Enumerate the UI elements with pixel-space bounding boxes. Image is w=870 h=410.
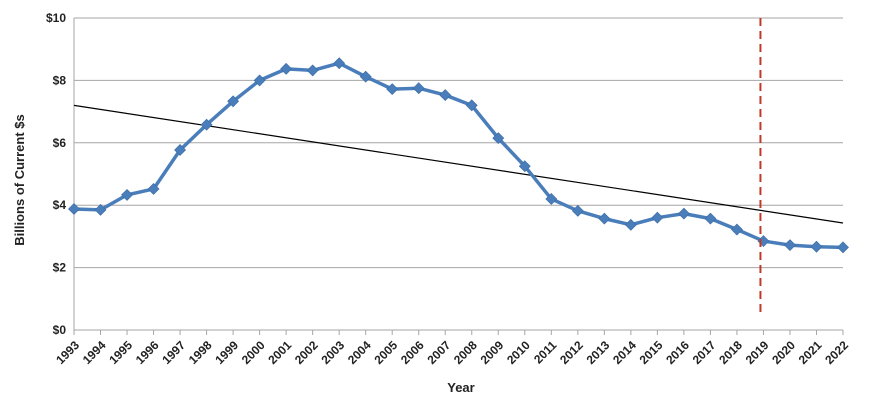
data-point [465,99,478,112]
x-tick-label: 1997 [159,338,188,367]
x-tick-label: 2004 [345,338,374,367]
x-tick-label: 1993 [53,338,82,367]
y-tick-label: $0 [53,323,67,337]
y-tick-label: $6 [53,136,67,150]
x-tick-label: 2015 [637,338,666,367]
data-point [784,239,796,252]
data-point [333,57,346,70]
data-point [677,207,690,220]
y-tick-label: $10 [46,11,66,25]
data-point [571,204,584,217]
x-tick-label: 2013 [584,338,613,367]
x-tick-label: 2014 [610,338,639,367]
x-tick-label: 2009 [478,338,507,367]
data-point [704,212,717,225]
y-tick-label: $4 [53,198,67,212]
x-tick-label: 2003 [318,338,347,367]
y-tick-label: $8 [53,73,67,87]
y-tick-label: $2 [53,261,67,275]
data-point [359,70,372,83]
data-point [651,211,664,224]
data-point [412,82,425,95]
data-point [227,95,240,108]
data-point [68,203,80,215]
x-tick-label: 1999 [212,338,241,367]
x-tick-label: 2002 [292,338,321,367]
data-point [174,144,186,156]
data-point [439,89,452,101]
data-point [598,212,611,225]
data-point [624,218,637,231]
x-tick-label: 2021 [796,338,825,367]
data-point [94,203,107,216]
x-tick-label: 2000 [239,338,268,367]
x-tick-label: 2007 [425,338,454,367]
data-point [731,223,743,236]
x-tick-label: 2006 [398,338,427,367]
data-point [386,83,399,96]
x-tick-label: 1994 [80,338,109,367]
data-point [518,160,531,173]
grid-lines [74,17,843,331]
x-tick-label: 2012 [557,338,586,367]
x-tick-label: 2020 [769,338,798,367]
data-point [837,241,849,254]
x-tick-label: 1996 [133,338,162,367]
x-tick-label: 2011 [531,338,560,367]
data-point [810,240,823,253]
x-tick-label: 1995 [106,338,135,367]
data-point [200,118,213,131]
data-point [492,132,505,145]
data-point [545,193,558,205]
data-point [121,188,133,201]
x-tick-label: 2018 [716,338,745,367]
x-tick-label: 2017 [690,338,719,367]
x-tick-label: 2019 [743,338,772,367]
data-point [147,183,160,195]
y-axis-title: Billions of Current $s [12,114,27,245]
data-point [253,74,266,87]
axes: $0 $2 $4 $6 $8 $10 199319941995199619971998199… [46,11,851,367]
x-tick-label: 2022 [822,338,851,367]
x-tick-label: 2016 [663,338,692,367]
series-line [72,61,845,250]
x-axis-title: Year [447,380,474,395]
x-tick-label: 2008 [451,338,480,367]
x-tick-label: 1998 [186,338,215,367]
x-tick-label: 2001 [265,338,294,367]
x-tick-label: 2005 [371,338,400,367]
data-point [280,62,293,75]
series-layer [68,57,849,254]
data-point [306,64,319,77]
x-tick-label: 2010 [504,338,533,367]
